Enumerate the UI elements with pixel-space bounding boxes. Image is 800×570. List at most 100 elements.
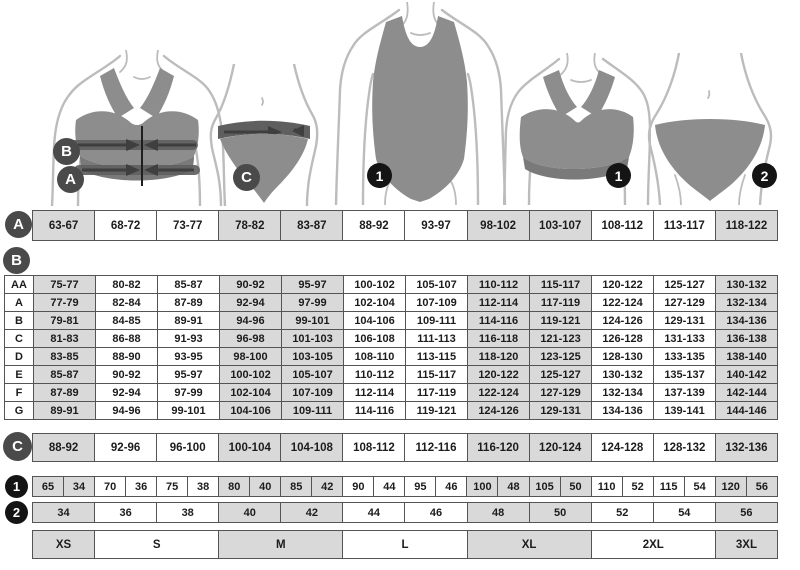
cup-range-cell: 103-105 bbox=[281, 347, 344, 366]
underbust-range-cell: 88-92 bbox=[342, 210, 406, 241]
hip-range-cell: 128-132 bbox=[652, 433, 716, 462]
row-c-badge: C bbox=[3, 432, 32, 461]
cup-range-cell: 114-116 bbox=[343, 401, 406, 420]
underbust-range-cell: 98-102 bbox=[466, 210, 530, 241]
cup-range-cell: 115-117 bbox=[529, 275, 592, 294]
cup-range-cell: 139-141 bbox=[653, 401, 716, 420]
figure-swimsuit-badge: 1 bbox=[367, 163, 392, 188]
cup-range-cell: 85-87 bbox=[157, 275, 220, 294]
hip-range-cell: 112-116 bbox=[404, 433, 468, 462]
cup-range-cell: 98-100 bbox=[219, 347, 282, 366]
cup-range-cell: 95-97 bbox=[281, 275, 344, 294]
cup-range-cell: 142-144 bbox=[715, 383, 778, 402]
international-size-row: XS S M L XL 2XL 3XL bbox=[31, 530, 779, 559]
cup-size-table: AA 75-77 80-82 85-87 90-92 95-97 100-102 105-10… bbox=[4, 275, 778, 420]
size-label-cell: 2XL bbox=[590, 530, 716, 559]
cup-range-cell: 99-101 bbox=[281, 311, 344, 330]
cup-range-cell: 97-99 bbox=[157, 383, 220, 402]
bra-measurement-figure bbox=[50, 50, 227, 206]
cup-range-cell: 92-94 bbox=[219, 293, 282, 312]
cup-range-cell: 77-79 bbox=[33, 293, 96, 312]
cup-range-cell: 125-127 bbox=[529, 365, 592, 384]
cup-row-label: G bbox=[4, 401, 34, 420]
cup-range-cell: 94-96 bbox=[95, 401, 158, 420]
hip-range-cell: 108-112 bbox=[342, 433, 406, 462]
cup-range-cell: 115-117 bbox=[405, 365, 468, 384]
cup-range-cell: 90-92 bbox=[219, 275, 282, 294]
figure-underbust-badge: A bbox=[57, 166, 84, 193]
cup-range-cell: 105-107 bbox=[281, 365, 344, 384]
hip-range-cell: 132-136 bbox=[714, 433, 779, 462]
cup-range-cell: 135-137 bbox=[653, 365, 716, 384]
underbust-range-cell: 63-67 bbox=[31, 210, 96, 241]
cup-range-cell: 132-134 bbox=[715, 293, 778, 312]
cup-range-cell: 119-121 bbox=[405, 401, 468, 420]
band-size-cell: 46 bbox=[435, 476, 468, 497]
underbust-range-cell: 78-82 bbox=[218, 210, 282, 241]
band-size-cell: 75 bbox=[156, 476, 189, 497]
cup-range-cell: 112-114 bbox=[467, 293, 530, 312]
band-size-cell: 110 bbox=[590, 476, 623, 497]
cup-range-cell: 89-91 bbox=[33, 401, 96, 420]
cup-range-cell: 100-102 bbox=[219, 365, 282, 384]
band-size-cell: 105 bbox=[528, 476, 561, 497]
hip-range-cell: 124-128 bbox=[590, 433, 654, 462]
cup-range-cell: 112-114 bbox=[343, 383, 406, 402]
cup-range-cell: 105-107 bbox=[405, 275, 468, 294]
figure-panty-badge: 2 bbox=[752, 163, 777, 188]
band-size-cell: 42 bbox=[311, 476, 344, 497]
cup-range-cell: 124-126 bbox=[467, 401, 530, 420]
cup-range-cell: 129-131 bbox=[529, 401, 592, 420]
cup-row-label: D bbox=[4, 347, 34, 366]
size-label-cell: XL bbox=[466, 530, 592, 559]
cup-range-cell: 140-142 bbox=[715, 365, 778, 384]
cup-range-cell: 117-119 bbox=[529, 293, 592, 312]
band-size-cell: 40 bbox=[249, 476, 282, 497]
cup-range-cell: 125-127 bbox=[653, 275, 716, 294]
row-b-badge: B bbox=[3, 247, 30, 274]
cup-range-cell: 128-130 bbox=[591, 347, 654, 366]
cup-range-cell: 97-99 bbox=[281, 293, 344, 312]
cup-range-cell: 90-92 bbox=[95, 365, 158, 384]
cup-range-cell: 123-125 bbox=[529, 347, 592, 366]
cup-range-cell: 84-85 bbox=[95, 311, 158, 330]
cup-range-cell: 126-128 bbox=[591, 329, 654, 348]
band-size-cell: 56 bbox=[745, 476, 779, 497]
cup-range-cell: 127-129 bbox=[529, 383, 592, 402]
cup-range-cell: 134-136 bbox=[591, 401, 654, 420]
cup-range-cell: 122-124 bbox=[591, 293, 654, 312]
band-size-cell: 85 bbox=[280, 476, 313, 497]
band-size-cell: 100 bbox=[466, 476, 499, 497]
figure-bust-badge: B bbox=[53, 138, 80, 165]
cup-range-cell: 91-93 bbox=[157, 329, 220, 348]
cup-range-cell: 121-123 bbox=[529, 329, 592, 348]
cup-range-cell: 95-97 bbox=[157, 365, 220, 384]
band-size-cell: 52 bbox=[621, 476, 654, 497]
underbust-range-cell: 118-122 bbox=[714, 210, 779, 241]
dress-size-cell: 50 bbox=[528, 502, 592, 523]
cup-row-label: E bbox=[4, 365, 34, 384]
cup-range-cell: 87-89 bbox=[157, 293, 220, 312]
band-size-cell: 80 bbox=[218, 476, 251, 497]
cup-range-cell: 79-81 bbox=[33, 311, 96, 330]
cup-range-cell: 117-119 bbox=[405, 383, 468, 402]
hip-range-cell: 96-100 bbox=[156, 433, 220, 462]
band-size-cell: 115 bbox=[652, 476, 685, 497]
figure-hip-badge: C bbox=[233, 164, 260, 191]
cup-range-cell: 110-112 bbox=[467, 275, 530, 294]
band-size-cell: 120 bbox=[714, 476, 747, 497]
cup-range-cell: 106-108 bbox=[343, 329, 406, 348]
cup-row-label: A bbox=[4, 293, 34, 312]
cup-row-label: F bbox=[4, 383, 34, 402]
cup-range-cell: 113-115 bbox=[405, 347, 468, 366]
cup-range-cell: 102-104 bbox=[219, 383, 282, 402]
cup-range-cell: 94-96 bbox=[219, 311, 282, 330]
cup-range-cell: 124-126 bbox=[591, 311, 654, 330]
row-1-badge: 1 bbox=[5, 475, 28, 498]
cup-range-cell: 119-121 bbox=[529, 311, 592, 330]
cup-range-cell: 75-77 bbox=[33, 275, 96, 294]
cup-row-label: AA bbox=[4, 275, 34, 294]
cup-range-cell: 86-88 bbox=[95, 329, 158, 348]
dress-size-cell: 56 bbox=[714, 502, 779, 523]
